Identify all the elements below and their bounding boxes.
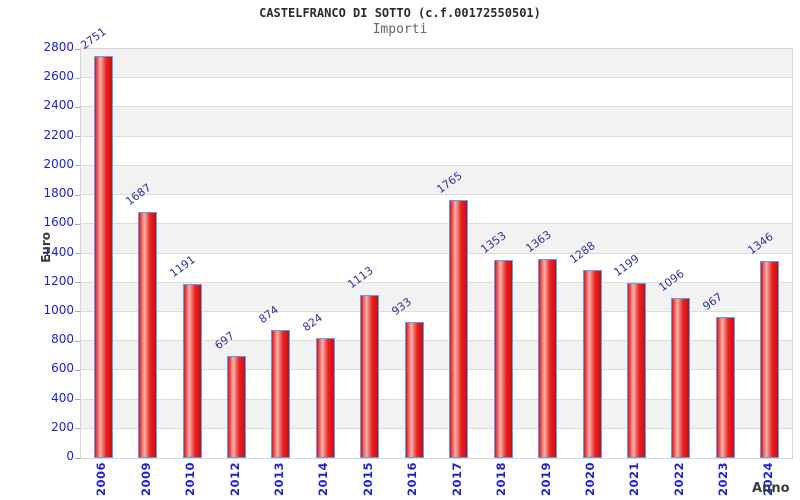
bar — [227, 356, 247, 458]
y-axis-tickmark — [75, 136, 80, 138]
gridline — [81, 340, 792, 342]
y-axis: 0 200 400 600 800 1000 1200 1400 1600 1800 2000 220… — [0, 40, 74, 463]
y-tick-label: 600 — [51, 361, 74, 376]
x-tick-label: 2012 — [227, 462, 242, 497]
x-tick-label: 2021 — [627, 462, 642, 497]
plot-band — [81, 195, 792, 224]
y-axis-tickmark — [75, 223, 80, 225]
bar — [271, 330, 291, 458]
x-tick-label: 2006 — [94, 462, 109, 497]
x-tick-label: 2015 — [360, 462, 375, 497]
bar — [760, 261, 780, 458]
y-tick-label: 2000 — [43, 156, 74, 171]
y-tick-label: 0 — [66, 449, 74, 463]
gridline — [81, 427, 792, 429]
y-tick-label: 1600 — [43, 215, 74, 230]
x-tick-label: 2019 — [538, 462, 553, 497]
x-tick-label: 2017 — [449, 462, 464, 497]
y-axis-tickmark — [75, 369, 80, 371]
plot-area — [75, 48, 793, 459]
y-axis-title: Euro — [39, 232, 53, 263]
y-axis-tickmark — [75, 340, 80, 342]
bar — [182, 284, 202, 458]
x-tick-label: 2020 — [583, 462, 598, 497]
bar — [626, 283, 646, 458]
bar — [715, 317, 735, 458]
gridline — [81, 398, 792, 400]
x-tick-label: 2013 — [271, 462, 286, 497]
y-axis-tickmark — [75, 428, 80, 430]
gridline — [81, 369, 792, 371]
plot-band — [81, 107, 792, 137]
bar — [538, 259, 558, 458]
gridline — [81, 281, 792, 283]
bar — [493, 260, 513, 458]
bar — [360, 295, 380, 458]
y-axis-tickmark — [75, 457, 80, 459]
y-tick-label: 2600 — [43, 69, 74, 84]
y-axis-tickmark — [75, 106, 80, 108]
gridline — [81, 252, 792, 254]
bar — [582, 270, 602, 458]
bar — [404, 322, 424, 458]
y-tick-label: 2800 — [43, 40, 74, 54]
x-tick-label: 2009 — [138, 462, 153, 497]
bar — [449, 200, 469, 458]
gridline — [81, 223, 792, 225]
x-axis: 2006 2009 2010 2012 2013 2014 2015 2016 2017 2018… — [80, 459, 792, 500]
y-axis-tickmark — [75, 165, 80, 167]
gridline — [81, 164, 792, 166]
gridline — [81, 310, 792, 312]
x-tick-label: 2022 — [671, 462, 686, 497]
y-tick-label: 1000 — [43, 302, 74, 317]
y-tick-label: 200 — [51, 419, 74, 434]
x-tick-label: 2014 — [316, 462, 331, 497]
y-axis-tickmark — [75, 194, 80, 196]
y-axis-tickmark — [75, 311, 80, 313]
bar — [138, 212, 158, 458]
bar — [93, 56, 113, 458]
gridline — [81, 106, 792, 108]
y-tick-label: 800 — [51, 332, 74, 347]
x-tick-label: 2016 — [405, 462, 420, 497]
gridline — [81, 77, 792, 79]
plot-band — [81, 49, 792, 79]
y-tick-label: 2200 — [43, 127, 74, 142]
plot-band — [81, 165, 792, 196]
plot-band — [81, 78, 792, 107]
x-tick-label: 2018 — [494, 462, 509, 497]
y-tick-label: 1400 — [43, 244, 74, 259]
bar — [671, 298, 691, 458]
x-tick-label: 2023 — [716, 462, 731, 497]
y-tick-label: 1800 — [43, 186, 74, 201]
y-axis-tickmark — [75, 282, 80, 284]
y-axis-tickmark — [75, 253, 80, 254]
y-tick-label: 2400 — [43, 98, 74, 113]
y-axis-tickmark — [75, 48, 80, 50]
y-tick-label: 400 — [51, 390, 74, 405]
x-tick-label: 2010 — [183, 462, 198, 497]
gridline — [81, 135, 792, 137]
y-axis-tickmark — [75, 77, 80, 79]
bar — [315, 338, 335, 458]
gridline — [81, 194, 792, 196]
plot-band — [81, 137, 792, 166]
x-axis-title: Anno — [752, 481, 790, 496]
plot-band — [81, 224, 792, 254]
chart-title: CASTELFRANCO DI SOTTO (c.f.00172550501) — [259, 6, 541, 20]
plot-band — [81, 254, 792, 283]
chart-subtitle: Importi — [372, 22, 428, 37]
y-tick-label: 1200 — [43, 273, 74, 288]
y-axis-tickmark — [75, 399, 80, 401]
